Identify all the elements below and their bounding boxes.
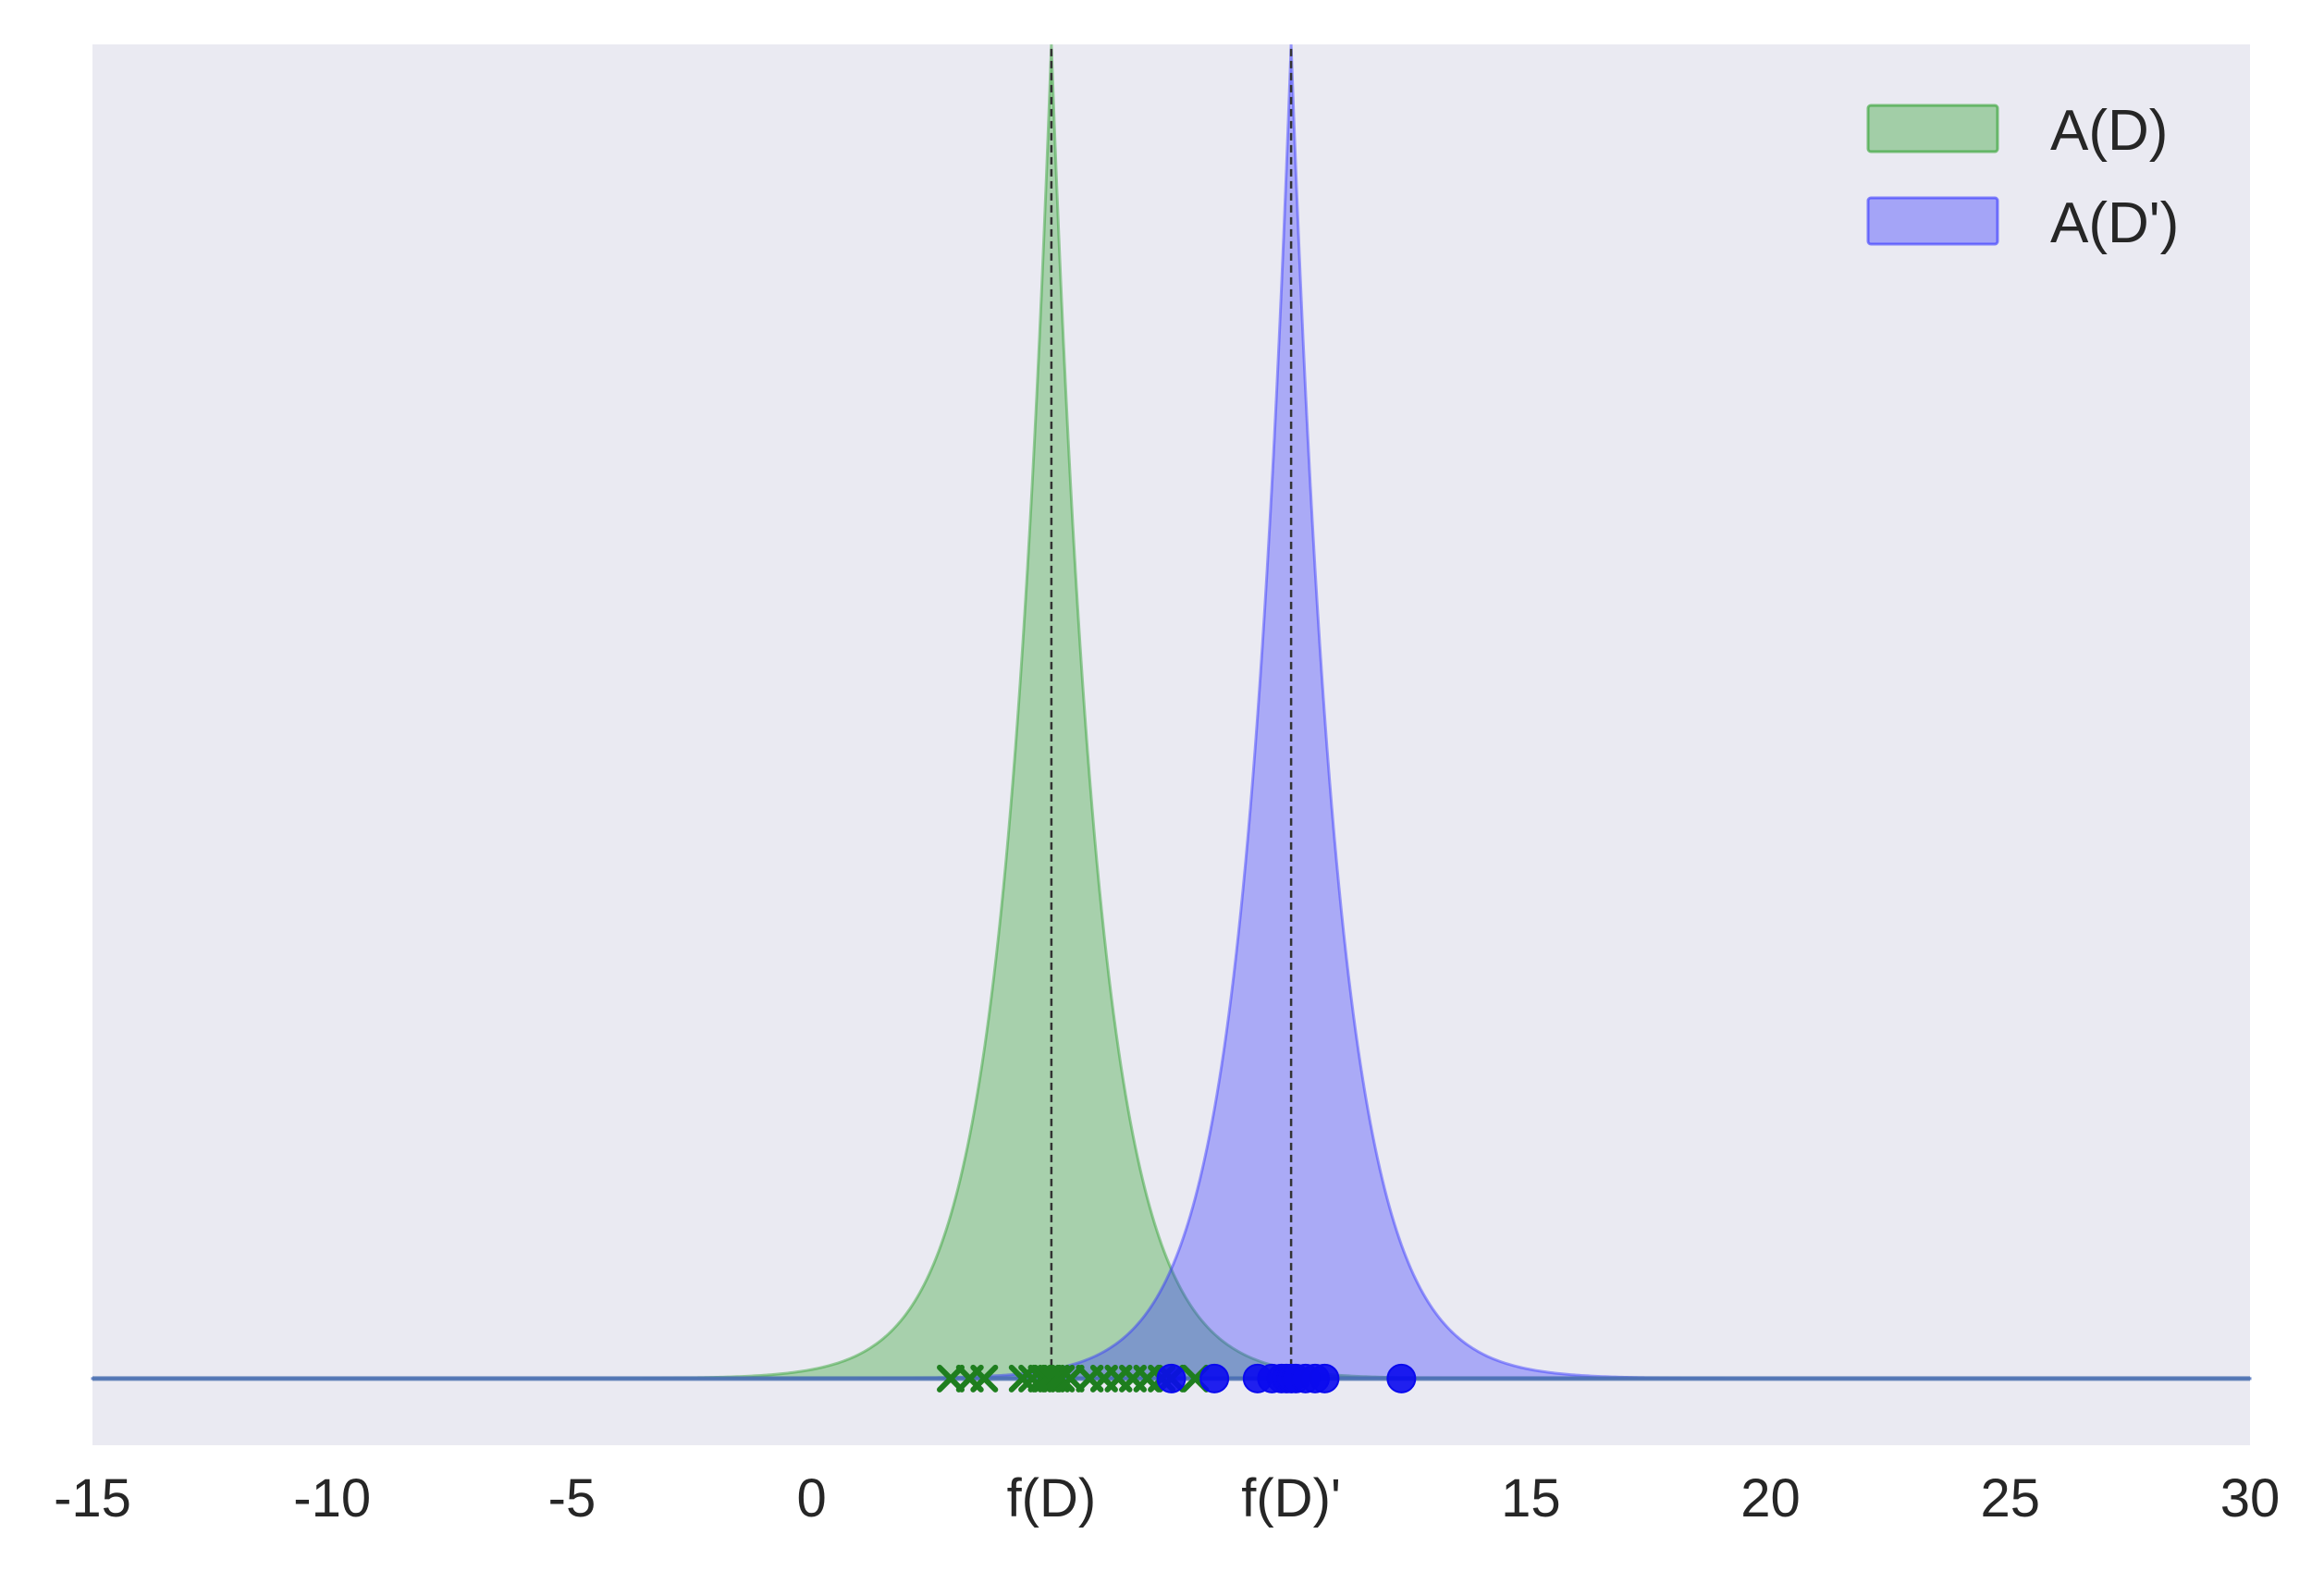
- sample-marker-circle: [1156, 1363, 1187, 1393]
- legend-label-a-d-prime: A(D'): [2050, 191, 2179, 255]
- legend-patch-a-d: [1866, 104, 1999, 153]
- legend: A(D) A(D'): [1866, 99, 2179, 255]
- sample-marker-circle: [1199, 1363, 1230, 1393]
- x-tick-label: f(D)': [1241, 1468, 1341, 1528]
- sample-marker-circle: [1386, 1363, 1417, 1393]
- sample-marker-x: [937, 1364, 965, 1393]
- plot-background: [92, 44, 2250, 1445]
- x-tick-label: 25: [1981, 1468, 2041, 1528]
- sample-marker-x: [1056, 1364, 1085, 1393]
- x-tick-label: -15: [54, 1468, 131, 1528]
- x-tick-label: -5: [548, 1468, 596, 1528]
- legend-label-a-d: A(D): [2050, 99, 2168, 163]
- x-tick-label: f(D): [1007, 1468, 1097, 1528]
- sample-marker-x: [970, 1364, 999, 1393]
- x-tick-labels: -15 -10 -5 0 f(D) f(D)' 15 20 25 30: [54, 1468, 2280, 1528]
- x-tick-label: 15: [1501, 1468, 1561, 1528]
- legend-patch-a-d-prime: [1866, 196, 1999, 246]
- x-tick-label: 30: [2220, 1468, 2281, 1528]
- x-tick-label: 20: [1740, 1468, 1801, 1528]
- sample-marker-x: [1037, 1364, 1065, 1393]
- sample-markers: [937, 1363, 1417, 1393]
- x-tick-label: -10: [293, 1468, 371, 1528]
- sample-marker-x: [1047, 1364, 1076, 1393]
- sample-marker-x: [1008, 1364, 1037, 1393]
- x-tick-label: 0: [797, 1468, 827, 1528]
- sample-marker-circle: [1310, 1363, 1340, 1393]
- median-lines: [1050, 44, 1293, 1379]
